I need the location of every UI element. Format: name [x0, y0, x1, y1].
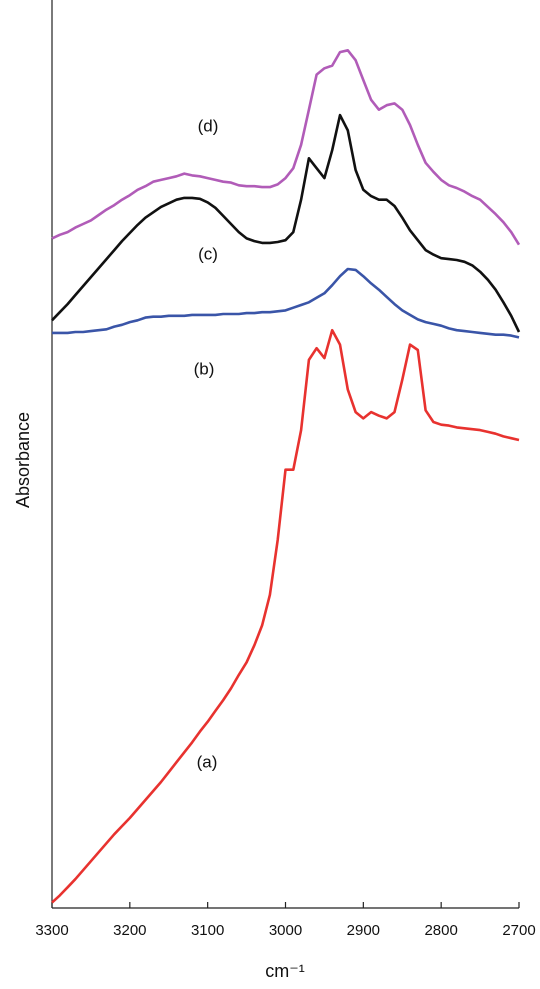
x-axis-title: cm⁻¹ [265, 961, 305, 981]
spectrum-line [51, 113, 521, 333]
spectrum-line [52, 267, 520, 339]
spectrum-line [51, 328, 520, 904]
y-axis-title: Absorbance [13, 412, 33, 508]
x-tick-label: 2900 [347, 922, 380, 939]
x-tick-label: 3200 [113, 922, 146, 939]
x-tick-label: 2800 [424, 922, 457, 939]
series-label: (c) [198, 244, 218, 263]
x-tick-label: 3300 [35, 922, 68, 939]
series-label: (d) [198, 116, 219, 135]
x-tick-label: 3000 [269, 922, 302, 939]
series-label: (a) [197, 752, 218, 771]
spectrum-line [51, 49, 521, 246]
x-tick-label: 2700 [502, 922, 535, 939]
series-label: (b) [194, 359, 215, 378]
x-tick-label: 3100 [191, 922, 224, 939]
